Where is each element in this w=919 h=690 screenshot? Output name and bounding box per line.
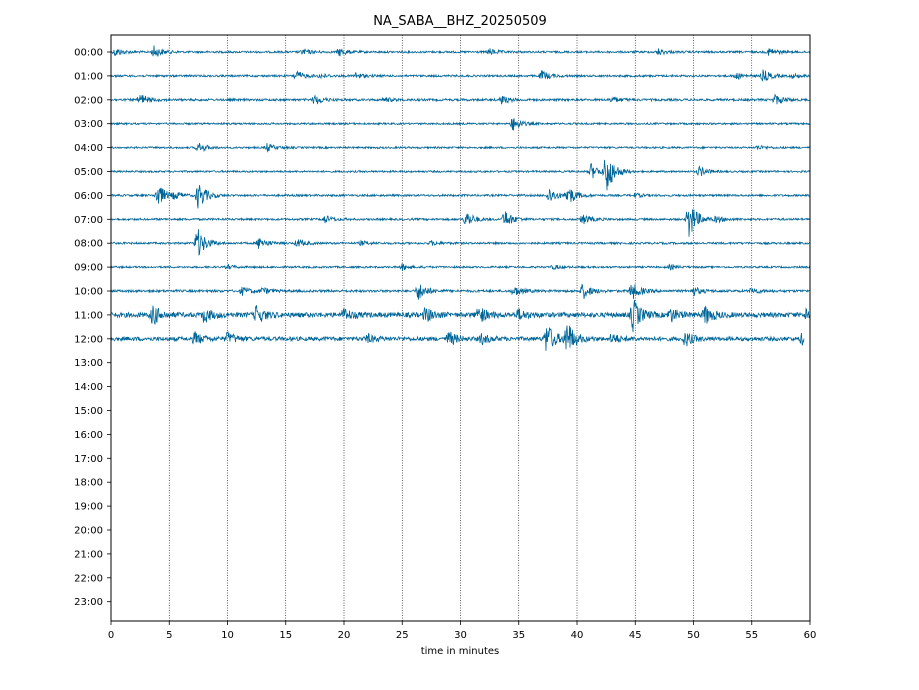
y-axis: 00:00 01:00 02:00 03:00 04:00 05:00 06:00 07:00… xyxy=(74,48,111,608)
y-tick-label: 13:00 xyxy=(74,358,103,369)
y-tick-label: 10:00 xyxy=(74,287,103,298)
trace-line-1100 xyxy=(110,299,811,333)
y-tick-label: 16:00 xyxy=(74,430,103,441)
y-tick-label: 08:00 xyxy=(74,239,103,250)
y-tick-label: 07:00 xyxy=(74,215,103,226)
trace-line-0200 xyxy=(110,93,811,105)
x-tick-label: 0 xyxy=(108,630,114,641)
x-tick-label: 30 xyxy=(454,630,467,641)
x-tick-label: 35 xyxy=(512,630,525,641)
x-tick-label: 25 xyxy=(396,630,409,641)
y-tick-label: 18:00 xyxy=(74,478,103,489)
trace-line-0100 xyxy=(110,69,811,82)
y-tick-label: 12:00 xyxy=(74,334,103,345)
x-tick-label: 40 xyxy=(571,630,584,641)
trace-line-0000 xyxy=(110,45,811,57)
traces xyxy=(110,45,811,351)
y-tick-label: 20:00 xyxy=(74,526,103,537)
trace-line-0500 xyxy=(110,159,811,191)
x-tick-label: 20 xyxy=(338,630,351,641)
trace-line-1000 xyxy=(110,283,811,300)
gridlines xyxy=(168,35,753,621)
trace-line-1200 xyxy=(110,325,805,351)
y-tick-label: 14:00 xyxy=(74,382,103,393)
y-tick-label: 06:00 xyxy=(74,191,103,202)
trace-line-0900 xyxy=(110,263,811,271)
y-tick-label: 21:00 xyxy=(74,549,103,560)
y-tick-label: 03:00 xyxy=(74,119,103,130)
y-tick-label: 04:00 xyxy=(74,143,103,154)
trace-line-0800 xyxy=(110,229,811,256)
y-tick-label: 02:00 xyxy=(74,95,103,106)
y-tick-label: 01:00 xyxy=(74,71,103,82)
x-tick-label: 60 xyxy=(804,630,817,641)
y-tick-label: 15:00 xyxy=(74,406,103,417)
y-tick-label: 09:00 xyxy=(74,263,103,274)
x-tick-label: 55 xyxy=(745,630,758,641)
y-tick-label: 00:00 xyxy=(74,48,103,59)
trace-line-0300 xyxy=(110,118,811,131)
x-tick-label: 15 xyxy=(279,630,292,641)
chart-title: NA_SABA__BHZ_20250509 xyxy=(373,14,547,29)
x-axis-label: time in minutes xyxy=(421,646,500,657)
y-tick-label: 19:00 xyxy=(74,502,103,513)
trace-line-0700 xyxy=(110,209,811,237)
y-tick-label: 17:00 xyxy=(74,454,103,465)
y-tick-label: 22:00 xyxy=(74,573,103,584)
y-tick-label: 11:00 xyxy=(74,310,103,321)
y-tick-label: 05:00 xyxy=(74,167,103,178)
trace-line-0400 xyxy=(110,142,811,153)
trace-line-0600 xyxy=(110,185,811,209)
x-axis: 0 5 10 15 20 25 30 35 40 45 50 55 60 xyxy=(108,621,817,641)
x-tick-label: 45 xyxy=(629,630,642,641)
x-tick-label: 10 xyxy=(221,630,234,641)
x-tick-label: 50 xyxy=(687,630,700,641)
y-tick-label: 23:00 xyxy=(74,597,103,608)
x-tick-label: 5 xyxy=(166,630,172,641)
